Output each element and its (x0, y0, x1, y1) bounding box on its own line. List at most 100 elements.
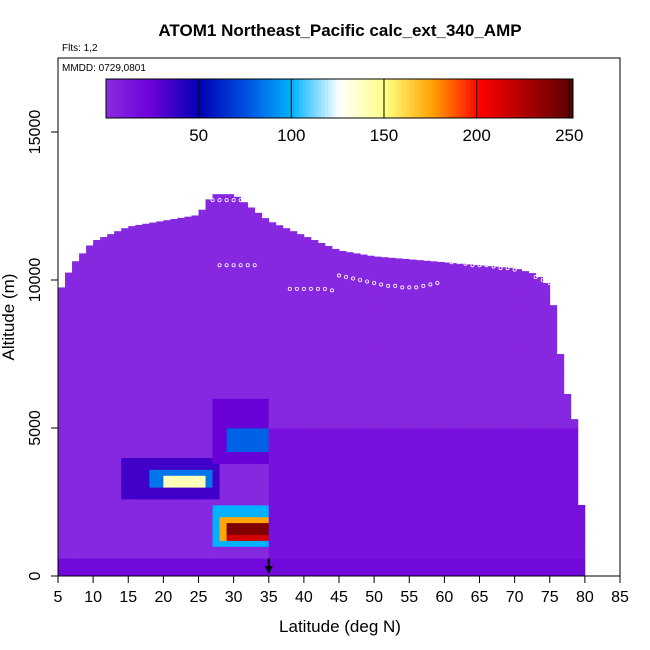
heatmap-cell (451, 339, 459, 346)
heatmap-cell (240, 451, 249, 458)
heatmap-cell (500, 422, 508, 429)
colorbar-segment (302, 79, 307, 118)
heatmap-cell (381, 457, 389, 464)
heatmap-cell (107, 256, 115, 263)
heatmap-cell (268, 368, 277, 376)
heatmap-cell (507, 268, 516, 275)
heatmap-cell (493, 315, 501, 322)
heatmap-cell (409, 469, 417, 476)
heatmap-cell (381, 380, 389, 387)
heatmap-cell (247, 214, 256, 222)
heatmap-cell (367, 362, 375, 370)
heatmap-cell (507, 356, 516, 364)
heatmap-cell (93, 433, 101, 441)
heatmap-cell (261, 451, 270, 458)
heatmap-cell (486, 356, 494, 364)
heatmap-cell (128, 244, 136, 251)
heatmap-cell (205, 214, 213, 222)
heatmap-cell (191, 268, 199, 275)
heatmap-cell (310, 303, 319, 310)
heatmap-cell (191, 398, 199, 405)
heatmap-cell (514, 410, 523, 417)
heatmap-cell (458, 428, 466, 435)
heatmap-cell (198, 416, 206, 423)
heatmap-cell (374, 280, 382, 287)
heatmap-cell (156, 356, 164, 364)
heatmap-cell (282, 398, 291, 405)
heatmap-cell (191, 422, 199, 429)
heatmap-cell (114, 351, 122, 358)
track-point (336, 273, 341, 278)
heatmap-cell (93, 552, 101, 559)
heatmap-cell (507, 487, 516, 494)
heatmap-cell (563, 398, 572, 405)
heatmap-cell (353, 262, 361, 269)
heatmap-cell (324, 368, 333, 376)
heatmap-cell (486, 297, 494, 305)
heatmap-cell (416, 522, 424, 530)
heatmap-cell (310, 546, 319, 553)
heatmap-cell (142, 244, 150, 251)
heatmap-cell (317, 243, 326, 245)
heatmap-cell (275, 297, 284, 305)
heatmap-cell (114, 534, 122, 541)
heatmap-cell (184, 469, 192, 476)
heatmap-cell (507, 445, 516, 453)
heatmap-cell (507, 327, 516, 334)
heatmap-cell (570, 451, 579, 458)
heatmap-cell (86, 309, 94, 316)
heatmap-cell (465, 510, 473, 518)
heatmap-cell (170, 351, 178, 358)
heatmap-cell (184, 356, 192, 364)
colorbar-segment (491, 79, 496, 118)
heatmap-cell (388, 380, 396, 387)
heatmap-cell (233, 433, 242, 441)
heatmap-cell (149, 244, 157, 251)
heatmap-cell (114, 540, 122, 547)
heatmap-cell (86, 362, 94, 370)
colorbar-segment (565, 79, 570, 118)
heatmap-cell (198, 510, 206, 518)
heatmap-cell (247, 244, 256, 251)
heatmap-cell (331, 410, 340, 417)
heatmap-cell (493, 362, 501, 370)
heatmap-cell (528, 451, 537, 458)
heatmap-cell (261, 428, 270, 435)
heatmap-cell (198, 285, 206, 293)
heatmap-cell (149, 232, 157, 239)
heatmap-cell (388, 558, 396, 565)
heatmap-cell (100, 499, 108, 506)
heatmap-cell (142, 433, 150, 441)
heatmap-cell (542, 445, 551, 453)
heatmap-cell (374, 528, 382, 535)
heatmap-cell (402, 516, 410, 524)
heatmap-cell (58, 439, 66, 447)
heatmap-cell (451, 504, 459, 512)
heatmap-cell (542, 404, 551, 411)
heatmap-cell (121, 297, 129, 305)
heatmap-cell (444, 534, 452, 541)
heatmap-cell (289, 516, 298, 524)
heatmap-cell (310, 333, 319, 340)
heatmap-cell (65, 280, 73, 287)
colorbar-segment (513, 79, 518, 118)
heatmap-cell (79, 481, 87, 488)
heatmap-cell (219, 226, 227, 234)
heatmap-cell (514, 392, 523, 399)
heatmap-cell (528, 457, 537, 464)
heatmap-cell (268, 386, 277, 393)
heatmap-cell (86, 546, 94, 553)
heatmap-cell (107, 439, 115, 447)
heatmap-cell (170, 410, 178, 417)
heatmap-cell (121, 564, 129, 571)
track-point (287, 286, 292, 291)
x-tick-label: 60 (435, 589, 453, 606)
heatmap-cell (254, 315, 263, 322)
heatmap-cell (65, 404, 73, 411)
heatmap-cell (303, 256, 312, 263)
heatmap-cell (549, 433, 558, 441)
heatmap-cell (493, 339, 501, 346)
heatmap-cell (142, 504, 150, 512)
heatmap-cell (577, 552, 586, 559)
heatmap-cell (388, 457, 396, 464)
